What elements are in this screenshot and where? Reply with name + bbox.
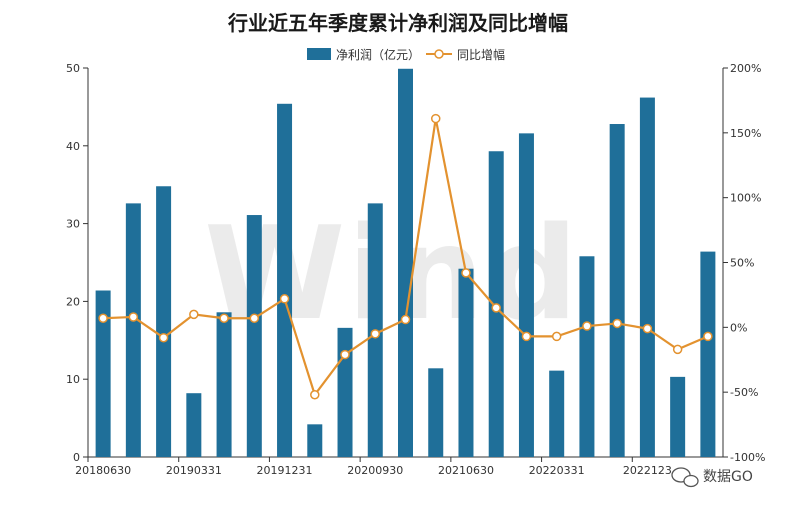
line-series [98,113,713,400]
bar [246,215,262,457]
line-point [582,321,592,331]
x-tick-label: 20180630 [75,464,131,477]
y-left-tick-label: 10 [66,373,80,386]
line-point [400,314,411,325]
line-point [128,312,139,322]
line-point [340,349,350,360]
bar [277,103,293,458]
bar [609,124,625,458]
y-right-tick-label: 0% [730,321,747,334]
line-point [310,390,320,400]
x-tick-label: 2022123 [623,464,672,477]
x-tick-label: 20200930 [347,464,403,477]
line-point [642,323,653,334]
bar [639,97,655,458]
bar [216,312,232,457]
line-point [98,313,108,324]
line-point [461,268,471,278]
bar [125,203,141,457]
bar [670,376,686,457]
wechat-icon [671,467,699,488]
line-point [430,113,441,124]
legend-bar-label: 净利润（亿元） [336,47,420,62]
line-point [521,331,532,342]
bar [337,327,353,457]
bar [518,133,534,458]
line-point [672,344,683,355]
bar [549,370,565,457]
line-point [612,318,622,329]
x-tick-label: 20191231 [257,464,313,477]
y-left-tick-label: 40 [66,140,80,153]
y-left-tick-label: 20 [66,295,80,308]
y-right-tick-label: -100% [730,451,765,464]
x-tick-label: 20210630 [438,464,494,477]
bar [458,268,474,457]
y-right-tick-label: 150% [730,127,761,140]
x-tick-label: 20220331 [529,464,585,477]
bar [700,251,716,457]
bar [186,393,202,457]
legend-line-label: 同比增幅 [457,47,505,62]
line-point [491,303,501,313]
legend-line-marker [434,49,444,59]
line-point [703,331,713,342]
y-left-tick-label: 30 [66,218,80,231]
brand-watermark: 数据GO [671,467,753,488]
line-point [189,309,199,320]
y-right-tick-label: -50% [730,386,758,399]
bar [579,256,595,457]
y-left-tick-label: 0 [73,451,80,464]
watermark-text: Wind [204,200,580,349]
axes: 0 10 20 30 40 50 -100% -50% 0% 50% 100% 150% 200% 201… [66,62,765,477]
bar-series [95,68,716,458]
legend: 净利润（亿元） 同比增幅 [307,47,505,62]
y-right-tick-label: 50% [730,257,754,270]
bar [307,424,323,457]
brand-text: 数据GO [703,469,753,485]
line-point [219,313,229,324]
bar [428,368,444,457]
y-right-tick-label: 200% [730,62,761,75]
line-point [279,294,290,304]
bar [398,68,413,457]
bar [95,290,111,457]
x-tick-label: 20190331 [166,464,222,477]
line-point [158,332,169,343]
legend-bar-swatch [307,48,331,60]
y-right-tick-label: 100% [730,192,761,205]
line-point [370,329,381,339]
bar [156,186,172,458]
line-point [551,331,562,342]
y-left-tick-label: 50 [66,62,80,75]
line-point [249,313,260,324]
chart-title: 行业近五年季度累计净利润及同比增幅 [227,11,568,35]
